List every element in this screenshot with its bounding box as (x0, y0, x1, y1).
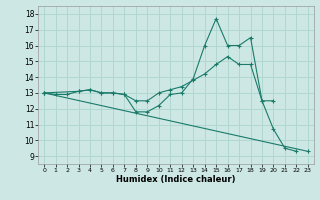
X-axis label: Humidex (Indice chaleur): Humidex (Indice chaleur) (116, 175, 236, 184)
